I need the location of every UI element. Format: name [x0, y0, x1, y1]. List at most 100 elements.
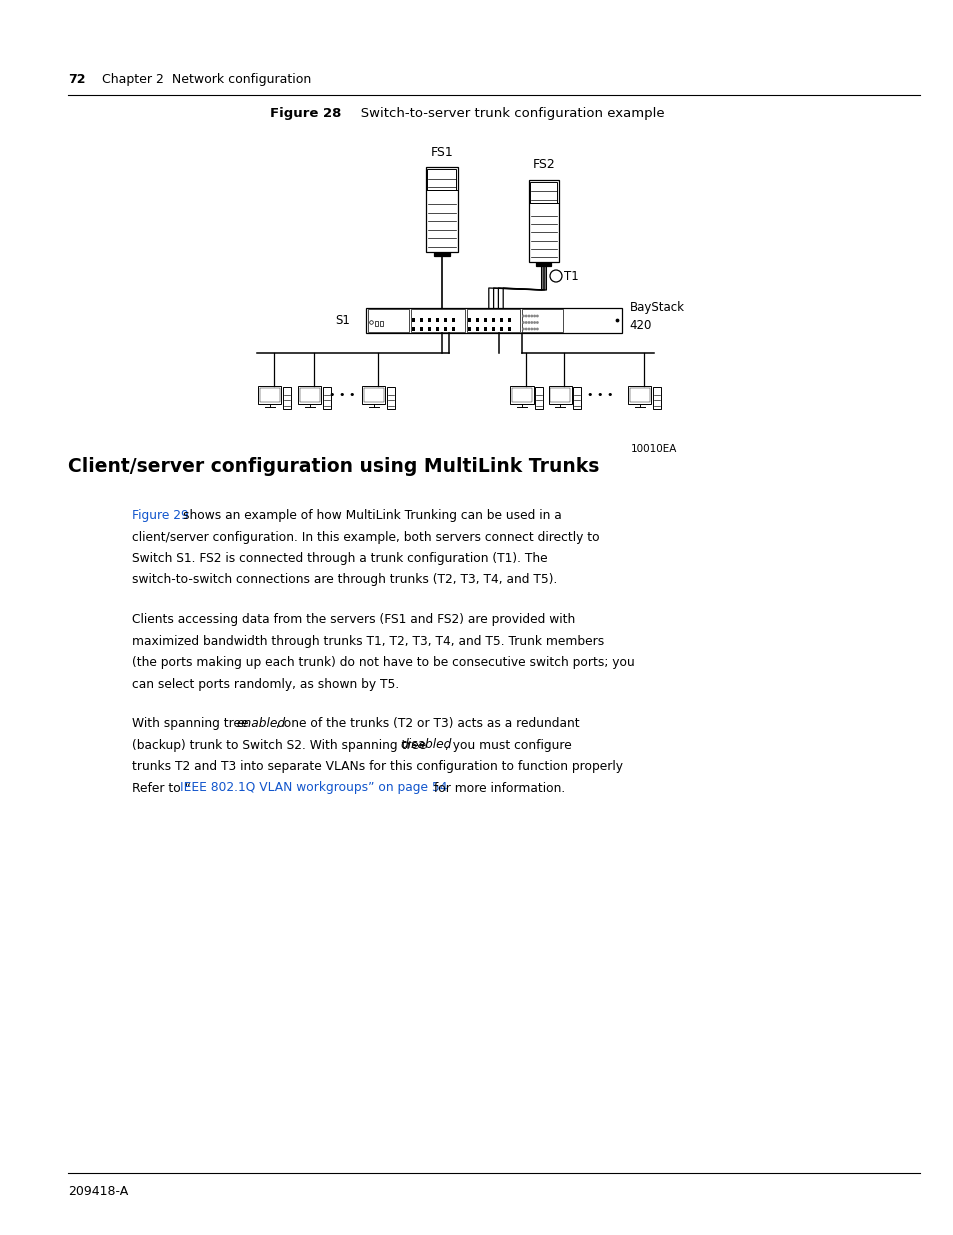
Bar [363, 388, 384, 403]
Bar [258, 387, 281, 404]
Text: Figure 28: Figure 28 [270, 107, 341, 120]
Circle shape [528, 329, 529, 330]
Text: Figure 29: Figure 29 [132, 509, 189, 522]
Bar [427, 169, 456, 190]
Bar [476, 317, 478, 321]
Circle shape [525, 322, 526, 324]
Bar [444, 317, 447, 321]
Text: can select ports randomly, as shown by T5.: can select ports randomly, as shown by T… [132, 678, 399, 690]
Bar [476, 327, 478, 331]
Bar [499, 327, 502, 331]
Bar [548, 387, 571, 404]
Circle shape [525, 315, 526, 316]
Bar [522, 309, 562, 332]
Bar [508, 327, 510, 331]
Bar [428, 327, 431, 331]
Text: disabled: disabled [399, 739, 451, 752]
Text: Switch S1. FS2 is connected through a trunk configuration (T1). The: Switch S1. FS2 is connected through a tr… [132, 552, 547, 564]
Text: enabled: enabled [235, 718, 285, 730]
Bar [549, 388, 570, 403]
Bar [444, 327, 447, 331]
Text: BayStack: BayStack [629, 301, 684, 314]
Bar [483, 317, 486, 321]
Bar [467, 317, 470, 321]
Text: With spanning tree: With spanning tree [132, 718, 253, 730]
Text: Switch-to-server trunk configuration example: Switch-to-server trunk configuration exa… [348, 107, 664, 120]
Bar [511, 388, 532, 403]
Text: shows an example of how MultiLink Trunking can be used in a: shows an example of how MultiLink Trunki… [182, 509, 560, 522]
Text: Refer to “: Refer to “ [132, 782, 191, 794]
Text: maximized bandwidth through trunks T1, T2, T3, T4, and T5. Trunk members: maximized bandwidth through trunks T1, T… [132, 635, 603, 647]
Text: • • •: • • • [586, 390, 613, 400]
Bar [483, 327, 486, 331]
Bar [508, 317, 510, 321]
Text: trunks T2 and T3 into separate VLANs for this configuration to function properly: trunks T2 and T3 into separate VLANs for… [132, 760, 622, 773]
Bar [299, 388, 320, 403]
Circle shape [531, 329, 532, 330]
Bar [434, 252, 450, 256]
Text: for more information.: for more information. [430, 782, 565, 794]
Circle shape [616, 320, 618, 321]
Bar [283, 388, 291, 410]
Bar [653, 388, 660, 410]
Bar [628, 387, 651, 404]
Circle shape [528, 322, 529, 324]
Circle shape [522, 322, 523, 324]
Text: (backup) trunk to Switch S2. With spanning tree: (backup) trunk to Switch S2. With spanni… [132, 739, 430, 752]
Bar [510, 387, 533, 404]
Circle shape [534, 315, 535, 316]
Circle shape [522, 329, 523, 330]
Text: FS2: FS2 [532, 158, 555, 172]
Text: S1: S1 [335, 314, 350, 327]
Circle shape [528, 315, 529, 316]
Bar [428, 317, 431, 321]
Circle shape [525, 329, 526, 330]
Bar [466, 309, 519, 332]
Bar [452, 327, 455, 331]
Bar [492, 317, 495, 321]
Bar [530, 182, 557, 203]
Bar [420, 317, 423, 321]
Text: 10010EA: 10010EA [630, 445, 677, 454]
Bar [362, 387, 385, 404]
Bar [379, 321, 382, 326]
Circle shape [522, 315, 523, 316]
Bar [298, 387, 321, 404]
Text: Client/server configuration using MultiLink Trunks: Client/server configuration using MultiL… [68, 457, 598, 475]
Bar [387, 388, 395, 410]
Circle shape [534, 329, 535, 330]
Text: (the ports making up each trunk) do not have to be consecutive switch ports; you: (the ports making up each trunk) do not … [132, 656, 634, 669]
Text: 209418-A: 209418-A [68, 1186, 128, 1198]
Bar [436, 317, 438, 321]
Text: FS1: FS1 [430, 146, 453, 158]
Bar [366, 308, 620, 333]
Circle shape [534, 322, 535, 324]
Bar [323, 388, 331, 410]
Text: , you must configure: , you must configure [444, 739, 571, 752]
Bar [412, 317, 415, 321]
Circle shape [531, 322, 532, 324]
Bar [573, 388, 580, 410]
Circle shape [531, 315, 532, 316]
Bar [368, 310, 409, 331]
Text: Chapter 2  Network configuration: Chapter 2 Network configuration [90, 73, 311, 86]
Bar [629, 388, 650, 403]
Bar [411, 309, 464, 332]
Text: , one of the trunks (T2 or T3) acts as a redundant: , one of the trunks (T2 or T3) acts as a… [275, 718, 579, 730]
Text: Clients accessing data from the servers (FS1 and FS2) are provided with: Clients accessing data from the servers … [132, 613, 575, 626]
Text: client/server configuration. In this example, both servers connect directly to: client/server configuration. In this exa… [132, 531, 599, 543]
Bar [499, 317, 502, 321]
Text: 420: 420 [629, 319, 651, 332]
Bar [536, 262, 551, 266]
Text: IEEE 802.1Q VLAN workgroups” on page 54: IEEE 802.1Q VLAN workgroups” on page 54 [180, 782, 447, 794]
Bar [436, 327, 438, 331]
Bar [529, 180, 558, 262]
Bar [259, 388, 280, 403]
Bar [375, 321, 378, 326]
Bar [492, 327, 495, 331]
Text: • • •: • • • [329, 390, 355, 400]
Bar [452, 317, 455, 321]
Bar [426, 167, 457, 252]
Text: T1: T1 [563, 269, 578, 283]
Bar [412, 327, 415, 331]
